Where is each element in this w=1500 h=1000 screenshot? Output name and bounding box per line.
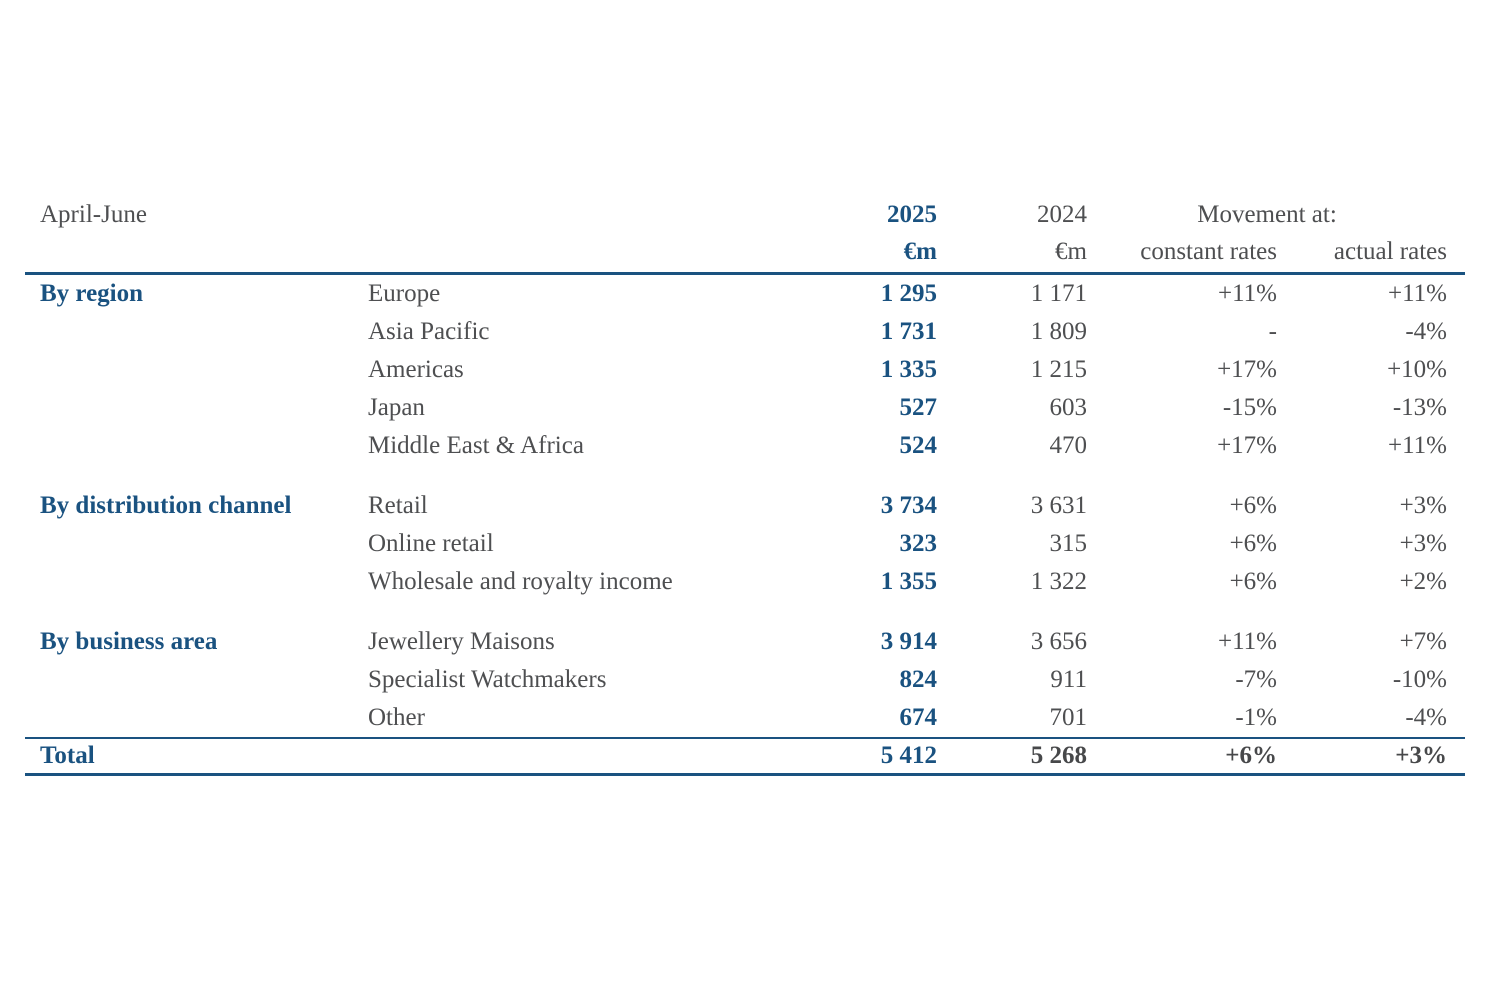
value-2024: 701: [1049, 703, 1088, 731]
total-label: Total: [40, 742, 95, 769]
row-label: Japan: [368, 393, 425, 421]
value-actual: -13%: [1392, 393, 1447, 421]
value-actual: -10%: [1392, 665, 1447, 693]
value-2025: 1 355: [880, 567, 937, 595]
row-label: Europe: [368, 279, 441, 307]
total-actual: +3%: [1395, 742, 1447, 769]
value-2024: 911: [1050, 665, 1087, 693]
row-label: Retail: [368, 491, 428, 519]
value-2024: 1 171: [1030, 279, 1087, 307]
table-total-row: Total 5 412 5 268 +6% +3%: [40, 739, 1447, 773]
value-actual: -4%: [1405, 703, 1447, 731]
row-label: Other: [368, 703, 425, 731]
value-2024: 3 656: [1030, 627, 1087, 655]
value-constant: +17%: [1217, 355, 1277, 383]
value-constant: +11%: [1218, 279, 1277, 307]
value-2025: 3 914: [880, 627, 937, 655]
value-2024: 470: [1049, 431, 1088, 459]
table-row: Asia Pacific 1 731 1 809 - -4%: [40, 313, 1447, 351]
value-2025: 1 731: [880, 317, 937, 345]
row-label: Jewellery Maisons: [368, 627, 555, 655]
table-row: By distribution channel Retail 3 734 3 6…: [40, 487, 1447, 525]
sales-table: April-June 2025 2024 Movement at: €m €m …: [25, 196, 1465, 776]
value-2025: 527: [899, 393, 938, 421]
table-row: Online retail 323 315 +6% +3%: [40, 525, 1447, 563]
value-constant: -7%: [1235, 665, 1277, 693]
value-constant: +17%: [1217, 431, 1277, 459]
value-constant: -: [1268, 317, 1277, 345]
total-constant: +6%: [1225, 742, 1277, 769]
table-row: Americas 1 335 1 215 +17% +10%: [40, 351, 1447, 389]
table-header-row-units: €m €m constant rates actual rates: [40, 233, 1447, 270]
value-actual: +10%: [1387, 355, 1447, 383]
value-2024: 315: [1049, 529, 1088, 557]
period-title: April-June: [40, 200, 147, 228]
table-row: Other 674 701 -1% -4%: [40, 699, 1447, 737]
row-label: Middle East & Africa: [368, 431, 584, 459]
row-label: Specialist Watchmakers: [368, 665, 607, 693]
table-row: By region Europe 1 295 1 171 +11% +11%: [40, 275, 1447, 313]
value-2025: 323: [899, 529, 938, 557]
value-constant: +6%: [1229, 567, 1277, 595]
value-actual: -4%: [1405, 317, 1447, 345]
value-2025: 1 335: [880, 355, 937, 383]
section-label-by-distribution-channel: By distribution channel: [40, 491, 292, 519]
header-constant-rates: constant rates: [1140, 237, 1277, 265]
section-label-by-business-area: By business area: [40, 627, 218, 655]
section-label-by-region: By region: [40, 279, 144, 307]
value-constant: -1%: [1235, 703, 1277, 731]
table-row: Specialist Watchmakers 824 911 -7% -10%: [40, 661, 1447, 699]
value-constant: +6%: [1229, 529, 1277, 557]
value-2025: 1 295: [880, 279, 937, 307]
value-actual: +7%: [1399, 627, 1447, 655]
value-actual: +11%: [1388, 431, 1447, 459]
value-2024: 1 809: [1030, 317, 1087, 345]
row-label: Wholesale and royalty income: [368, 567, 673, 595]
value-2024: 3 631: [1030, 491, 1087, 519]
value-2024: 1 215: [1030, 355, 1087, 383]
table-row: Wholesale and royalty income 1 355 1 322…: [40, 563, 1447, 601]
table-row: Middle East & Africa 524 470 +17% +11%: [40, 427, 1447, 465]
header-unit-2024: €m: [1055, 237, 1087, 265]
header-actual-rates: actual rates: [1333, 237, 1447, 265]
header-year-2024: 2024: [1037, 200, 1087, 228]
total-bottom-divider: [25, 773, 1465, 776]
value-2025: 3 734: [880, 491, 937, 519]
value-constant: -15%: [1222, 393, 1277, 421]
value-2025: 524: [899, 431, 938, 459]
value-actual: +3%: [1399, 529, 1447, 557]
total-2025: 5 412: [880, 742, 937, 769]
value-actual: +2%: [1399, 567, 1447, 595]
value-2024: 603: [1049, 393, 1088, 421]
header-year-2025: 2025: [887, 200, 937, 228]
value-constant: +11%: [1218, 627, 1277, 655]
table-header-row-years: April-June 2025 2024 Movement at:: [40, 196, 1447, 233]
row-label: Asia Pacific: [368, 317, 490, 345]
row-label: Online retail: [368, 529, 494, 557]
header-divider: [25, 272, 1465, 275]
row-label: Americas: [368, 355, 464, 383]
total-2024: 5 268: [1030, 742, 1087, 769]
value-2024: 1 322: [1030, 567, 1087, 595]
total-top-divider: [25, 736, 1465, 739]
header-unit-2025: €m: [903, 237, 937, 265]
header-movement-at: Movement at:: [1197, 200, 1337, 228]
value-2025: 674: [899, 703, 938, 731]
value-constant: +6%: [1229, 491, 1277, 519]
table-row: Japan 527 603 -15% -13%: [40, 389, 1447, 427]
value-actual: +3%: [1399, 491, 1447, 519]
value-2025: 824: [899, 665, 938, 693]
table-row: By business area Jewellery Maisons 3 914…: [40, 623, 1447, 661]
value-actual: +11%: [1388, 279, 1447, 307]
